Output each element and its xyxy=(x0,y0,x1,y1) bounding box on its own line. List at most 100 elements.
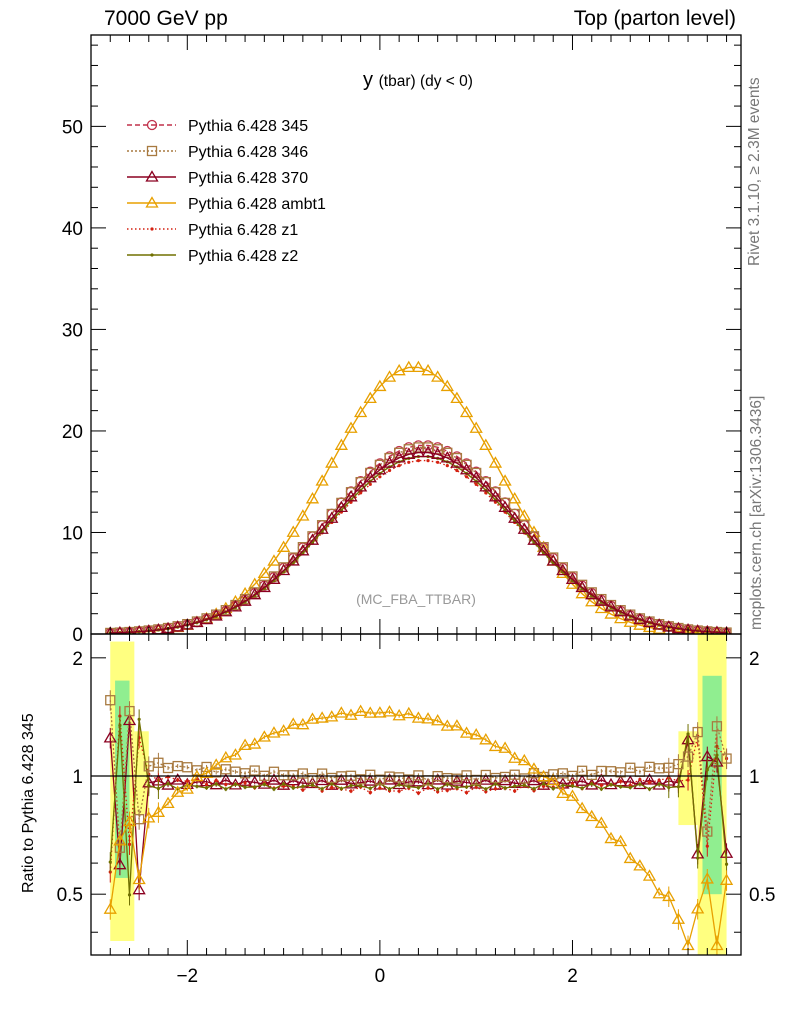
data-point xyxy=(498,474,512,486)
data-point xyxy=(296,544,310,556)
ratio-point xyxy=(436,790,440,794)
ratio-point xyxy=(105,695,116,706)
ratio-point xyxy=(238,738,252,751)
ratio-point xyxy=(561,783,565,787)
data-point xyxy=(436,460,440,464)
y-tick-label: 30 xyxy=(62,320,83,341)
data-point xyxy=(334,438,348,450)
ratio-point xyxy=(209,758,223,770)
legend-label: Pythia 6.428 370 xyxy=(188,170,308,187)
data-point xyxy=(402,447,416,459)
ratio-point xyxy=(590,782,594,786)
ratio-point xyxy=(267,726,281,738)
ratio-point xyxy=(493,787,498,791)
ratio-point xyxy=(296,717,310,730)
header-left: 7000 GeV pp xyxy=(104,7,228,30)
ratio-point xyxy=(233,782,238,786)
ratio-point xyxy=(209,777,223,790)
ratio-series-2 xyxy=(105,690,732,859)
data-point xyxy=(469,421,483,433)
ratio-point xyxy=(330,785,334,790)
ratio-point xyxy=(344,777,358,789)
data-point xyxy=(652,618,666,630)
ratio-point xyxy=(305,712,320,724)
ratio-point xyxy=(455,785,459,789)
ratio-series-3 xyxy=(103,710,734,901)
ratio-point xyxy=(185,779,189,783)
ratio-point xyxy=(479,733,493,745)
ratio-point xyxy=(180,782,194,794)
ratio-point xyxy=(325,710,339,722)
ratio-point xyxy=(436,787,440,791)
data-point xyxy=(508,492,522,504)
data-point xyxy=(469,470,483,483)
data-point xyxy=(392,363,406,376)
ratio-point xyxy=(411,711,426,723)
ratio-point xyxy=(137,717,141,721)
ratio-point xyxy=(652,886,666,899)
ratio-point xyxy=(570,784,575,788)
ratio-point xyxy=(195,784,199,789)
data-point xyxy=(464,475,469,479)
legend-marker xyxy=(150,253,154,257)
data-point xyxy=(702,624,713,634)
data-point xyxy=(671,621,686,634)
legend-label: Pythia 6.428 z2 xyxy=(188,248,298,265)
ratio-point xyxy=(127,842,132,846)
data-point xyxy=(267,554,281,566)
data-point xyxy=(517,522,531,534)
data-point xyxy=(305,492,320,504)
legend-entry-1: Pythia 6.428 345 xyxy=(127,118,308,135)
data-point xyxy=(257,580,271,593)
ratio-point xyxy=(527,762,541,774)
ratio-point xyxy=(257,777,271,789)
ratio-point xyxy=(315,773,329,786)
data-point xyxy=(325,511,339,523)
ratio-point xyxy=(301,788,305,792)
ratio-point xyxy=(464,790,469,795)
ratio-point xyxy=(498,741,512,753)
ratio-point xyxy=(103,902,117,914)
ratio-point xyxy=(488,739,503,752)
ratio-point xyxy=(647,787,652,791)
data-point xyxy=(633,618,647,630)
data-point xyxy=(575,580,589,593)
data-point xyxy=(721,625,732,634)
plot-title: y (tbar) (dy < 0) xyxy=(363,69,473,91)
plot-title-sub: (tbar) (dy < 0) xyxy=(379,73,473,90)
ratio-point xyxy=(599,787,603,791)
ratio-y-axis-label: Ratio to Pythia 6.428 345 xyxy=(20,713,37,893)
data-point xyxy=(633,612,647,625)
data-point xyxy=(488,456,503,468)
ratio-point xyxy=(199,766,214,778)
ratio-point xyxy=(267,773,281,785)
data-point xyxy=(354,480,368,492)
ratio-point xyxy=(702,826,713,837)
ratio-point xyxy=(421,712,435,724)
data-point xyxy=(315,522,329,534)
ratio-point xyxy=(392,777,406,790)
ratio-point xyxy=(262,782,266,787)
ratio-point xyxy=(671,912,686,924)
ratio-point xyxy=(219,750,233,763)
ratio-point xyxy=(118,723,122,728)
ratio-point xyxy=(228,748,243,760)
plot-title-main: y xyxy=(363,69,379,91)
ratio-point xyxy=(113,834,127,846)
data-point xyxy=(378,475,382,479)
data-point xyxy=(594,601,608,614)
data-point xyxy=(171,620,185,632)
legend-entry-6: Pythia 6.428 z2 xyxy=(127,248,298,265)
data-point xyxy=(416,459,421,463)
series-line xyxy=(110,459,727,634)
legend-entry-5: Pythia 6.428 z1 xyxy=(127,222,298,239)
ratio-point xyxy=(204,782,209,787)
ratio-point xyxy=(711,721,723,732)
data-point xyxy=(199,612,214,625)
ratio-y-tick-label: 2 xyxy=(72,649,83,670)
data-point xyxy=(115,625,125,634)
ratio-point xyxy=(407,784,411,789)
data-point xyxy=(296,509,310,521)
data-point xyxy=(228,600,243,612)
data-point xyxy=(363,470,377,483)
